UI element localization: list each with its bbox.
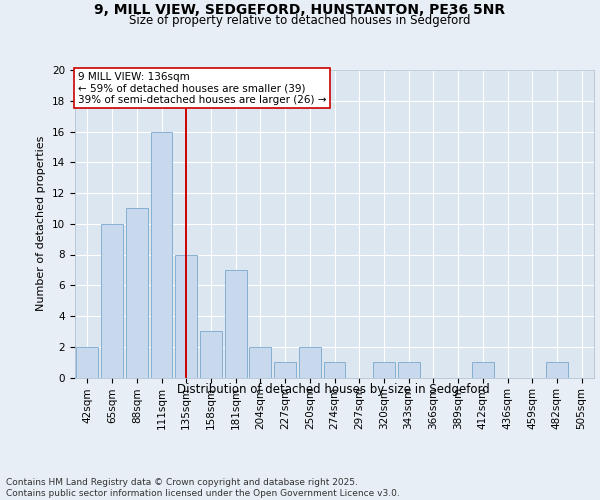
Bar — [175, 254, 197, 378]
Bar — [472, 362, 494, 378]
Bar — [323, 362, 346, 378]
Bar — [398, 362, 419, 378]
Bar — [126, 208, 148, 378]
Bar — [274, 362, 296, 378]
Bar — [101, 224, 123, 378]
Bar — [546, 362, 568, 378]
Text: Distribution of detached houses by size in Sedgeford: Distribution of detached houses by size … — [176, 382, 490, 396]
Text: Contains HM Land Registry data © Crown copyright and database right 2025.
Contai: Contains HM Land Registry data © Crown c… — [6, 478, 400, 498]
Bar — [151, 132, 172, 378]
Y-axis label: Number of detached properties: Number of detached properties — [37, 136, 46, 312]
Bar — [225, 270, 247, 378]
Bar — [76, 347, 98, 378]
Bar — [299, 347, 320, 378]
Text: Size of property relative to detached houses in Sedgeford: Size of property relative to detached ho… — [129, 14, 471, 27]
Text: 9 MILL VIEW: 136sqm
← 59% of detached houses are smaller (39)
39% of semi-detach: 9 MILL VIEW: 136sqm ← 59% of detached ho… — [77, 72, 326, 104]
Bar — [200, 332, 222, 378]
Bar — [373, 362, 395, 378]
Bar — [250, 347, 271, 378]
Text: 9, MILL VIEW, SEDGEFORD, HUNSTANTON, PE36 5NR: 9, MILL VIEW, SEDGEFORD, HUNSTANTON, PE3… — [94, 2, 506, 16]
